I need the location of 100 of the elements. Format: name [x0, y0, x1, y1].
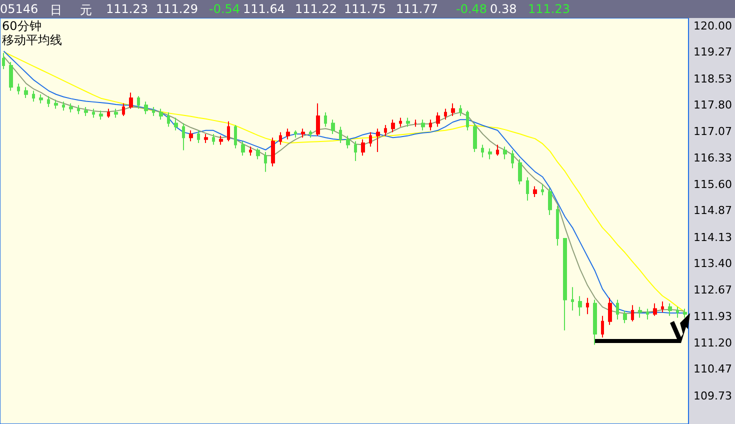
- y-tick-label: 115.60: [694, 178, 732, 191]
- candlestick: [436, 112, 440, 128]
- candlestick: [309, 130, 312, 138]
- candlestick: [189, 130, 193, 142]
- candlestick: [421, 119, 425, 131]
- candlestick: [548, 188, 552, 216]
- candlestick: [159, 108, 163, 120]
- candlestick: [473, 122, 477, 153]
- candlestick: [24, 86, 28, 98]
- candlestick: [571, 286, 574, 312]
- candlestick: [294, 130, 297, 138]
- candlestick: [129, 92, 133, 110]
- candlestick: [256, 148, 260, 160]
- candlestick: [444, 108, 447, 120]
- candlestick: [47, 96, 50, 108]
- candlestick: [354, 140, 357, 162]
- candlestick: [623, 310, 627, 324]
- candlestick: [503, 146, 507, 160]
- text: -0.54: [209, 2, 240, 16]
- candlestick: [279, 132, 282, 146]
- candlestick: [608, 297, 612, 326]
- candlestick: [197, 130, 200, 144]
- y-tick-label: 117.07: [694, 124, 732, 138]
- candlestick: [54, 99, 58, 110]
- candlestick: [182, 122, 185, 151]
- candlestick: [406, 117, 410, 128]
- candlestick: [62, 101, 65, 112]
- candlestick: [122, 102, 125, 116]
- candlestick: [593, 299, 597, 346]
- candlestick: [324, 112, 327, 128]
- candlestick: [578, 296, 582, 316]
- candlestick: [653, 302, 657, 316]
- y-tick-label: 116.33: [694, 152, 732, 165]
- candlestick: [152, 106, 155, 116]
- candlestick: [204, 134, 208, 144]
- y-tick-label: 111.93: [694, 310, 732, 324]
- candlestick: [376, 128, 380, 153]
- candlestick: [451, 102, 455, 116]
- candlestick: [84, 106, 88, 116]
- candlestick: [384, 124, 387, 136]
- candlestick: [616, 299, 619, 320]
- candlestick: [331, 119, 335, 134]
- candlestick: [369, 132, 372, 148]
- candlestick: [414, 119, 417, 128]
- text: 111.77: [396, 2, 438, 16]
- text: 05146: [0, 2, 38, 16]
- candlestick: [219, 135, 223, 146]
- candlestick: [346, 135, 350, 149]
- candlestick: [2, 52, 5, 70]
- candlestick: [144, 101, 148, 115]
- candlestick: [518, 158, 522, 185]
- candlestick: [683, 308, 687, 318]
- candlestick: [286, 128, 290, 140]
- candlestick: [264, 152, 267, 172]
- candlestick: [69, 102, 73, 113]
- candlestick: [167, 112, 170, 128]
- candlestick: [586, 297, 589, 315]
- candlestick: [39, 94, 43, 104]
- y-tick-label: 119.27: [694, 46, 732, 59]
- candlestick: [249, 146, 252, 156]
- text: 111.64: [243, 2, 285, 16]
- candlestick: [99, 110, 103, 120]
- text: -0.48: [456, 2, 488, 16]
- candlestick: [601, 315, 604, 338]
- candlestick: [227, 120, 230, 142]
- candlestick: [488, 148, 492, 160]
- candlestick: [631, 304, 634, 322]
- candlestick: [533, 186, 537, 198]
- y-tick-label: 113.40: [694, 257, 732, 270]
- candlestick: [137, 96, 140, 110]
- text: 111.29: [156, 2, 198, 16]
- text: 元: [80, 2, 92, 19]
- candlestick: [241, 140, 245, 156]
- text: 111.23: [528, 2, 570, 16]
- candlestick: [212, 134, 215, 146]
- y-tick-label: 110.47: [694, 362, 732, 376]
- candlestick: [661, 301, 664, 313]
- candlestick: [466, 110, 469, 131]
- text: 移动平均线: [2, 33, 62, 47]
- y-tick-label: 117.80: [694, 98, 732, 112]
- candlestick: [638, 306, 642, 318]
- candlestick: [526, 176, 529, 202]
- candlestick: [429, 119, 432, 131]
- candlestick: [556, 206, 559, 246]
- y-tick-label: 112.67: [694, 283, 732, 296]
- text: 0.38: [490, 2, 517, 16]
- y-tick-label: 111.20: [694, 336, 732, 350]
- candlestick: [32, 90, 35, 102]
- y-tick-label: 114.13: [694, 230, 732, 244]
- candlestick: [301, 128, 305, 138]
- candlestick: [234, 124, 237, 149]
- candlestick: [174, 117, 178, 131]
- candlestick: [481, 144, 484, 158]
- candlestick: [459, 104, 462, 116]
- candlestick: [92, 108, 95, 118]
- candlestick: [316, 102, 320, 136]
- candlestick: [17, 83, 20, 95]
- candlestick: [339, 126, 342, 144]
- candlestick: [361, 138, 365, 156]
- candlestick: [668, 302, 672, 316]
